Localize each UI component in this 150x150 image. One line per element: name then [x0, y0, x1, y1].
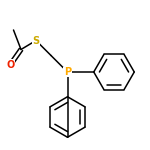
- Text: S: S: [32, 36, 40, 45]
- Text: P: P: [64, 67, 71, 77]
- Text: O: O: [6, 60, 15, 69]
